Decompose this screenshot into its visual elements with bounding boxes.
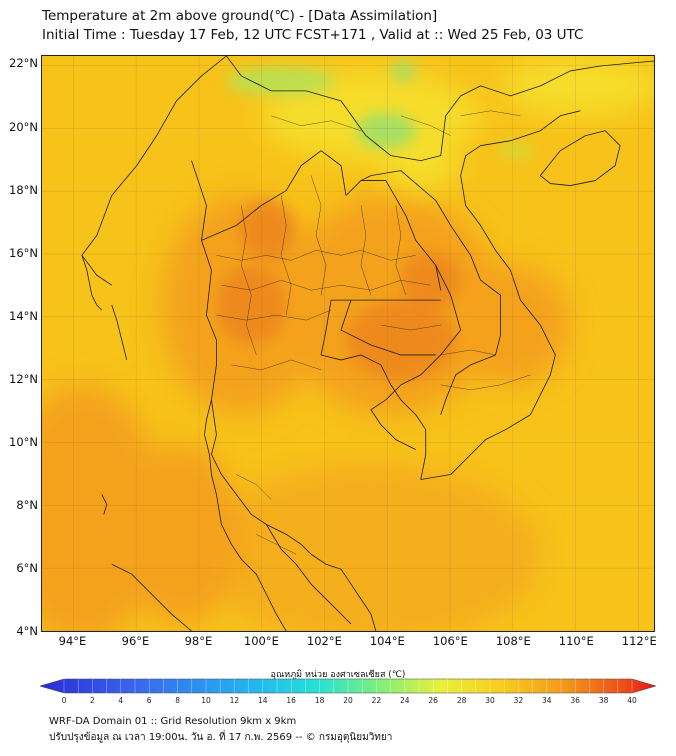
colorbar-tick-label: 24 xyxy=(400,696,410,705)
colorbar-tick-label: 8 xyxy=(175,696,180,705)
lon-tick-label: 104°E xyxy=(369,634,405,648)
lat-tick-label: 16°N xyxy=(9,245,38,260)
colorbar-tick-label: 34 xyxy=(542,696,552,705)
lon-tick-label: 102°E xyxy=(306,634,342,648)
colorbar-tick-label: 30 xyxy=(485,696,495,705)
colorbar-tick-label: 38 xyxy=(598,696,609,705)
map-title: Temperature at 2m above ground(℃) - [Dat… xyxy=(42,8,438,24)
colorbar-tick-label: 10 xyxy=(201,696,211,705)
lon-tick-label: 106°E xyxy=(432,634,468,648)
lat-tick-label: 14°N xyxy=(9,308,38,323)
lat-tick-label: 10°N xyxy=(9,434,38,449)
map-subtitle: Initial Time : Tuesday 17 Feb, 12 UTC FC… xyxy=(42,27,584,43)
lat-tick-label: 22°N xyxy=(9,56,38,71)
hot-areas xyxy=(216,200,461,380)
colorbar-separators xyxy=(63,679,633,693)
footer-model-info: WRF-DA Domain 01 :: Grid Resolution 9km … xyxy=(49,716,297,727)
country-borders xyxy=(81,56,654,625)
green-areas xyxy=(226,60,534,159)
colorbar-tick-label: 32 xyxy=(513,696,524,705)
gridlines xyxy=(42,56,654,631)
lat-tick-label: 4°N xyxy=(16,624,38,638)
footer-update-info: ปรับปรุงข้อมูล ณ เวลา 19:00น. วัน อ. ที่… xyxy=(49,732,393,743)
lat-tick-label: 20°N xyxy=(9,119,38,134)
colorbar-title: อุณหภูมิ หน่วย องศาเซลเซียส (℃) xyxy=(270,670,406,680)
lat-tick-label: 8°N xyxy=(16,497,38,512)
colorbar-tick-label: 16 xyxy=(286,696,296,705)
colorbar-tick-label: 36 xyxy=(570,696,580,705)
lon-tick-label: 112°E xyxy=(621,634,657,648)
lat-tick-label: 18°N xyxy=(9,182,38,197)
lat-tick-label: 6°N xyxy=(16,560,38,575)
temperature-map xyxy=(41,55,655,632)
colorbar-tick-label: 18 xyxy=(314,696,325,705)
lon-tick-label: 96°E xyxy=(121,634,150,648)
colorbar-tick-label: 2 xyxy=(90,696,95,705)
colorbar-tick-label: 28 xyxy=(456,696,467,705)
colorbar-tick-label: 26 xyxy=(428,696,438,705)
colorbar-tick-label: 20 xyxy=(343,696,353,705)
colorbar-tick-label: 22 xyxy=(371,696,382,705)
province-borders xyxy=(216,110,531,555)
lat-tick-label: 12°N xyxy=(9,371,38,386)
lon-tick-label: 108°E xyxy=(495,634,531,648)
colorbar-tick-label: 14 xyxy=(258,696,268,705)
colorbar-tick-label: 0 xyxy=(61,696,67,705)
coastlines xyxy=(81,110,621,631)
lon-tick-label: 98°E xyxy=(184,634,213,648)
lon-tick-label: 94°E xyxy=(58,634,87,648)
colorbar-tick-label: 12 xyxy=(229,696,240,705)
lon-tick-label: 110°E xyxy=(558,634,594,648)
lon-tick-label: 100°E xyxy=(243,634,279,648)
colorbar-tick-label: 40 xyxy=(627,696,637,705)
colorbar xyxy=(40,678,656,694)
colorbar-tick-label: 6 xyxy=(146,696,152,705)
colorbar-tick-label: 4 xyxy=(118,696,124,705)
